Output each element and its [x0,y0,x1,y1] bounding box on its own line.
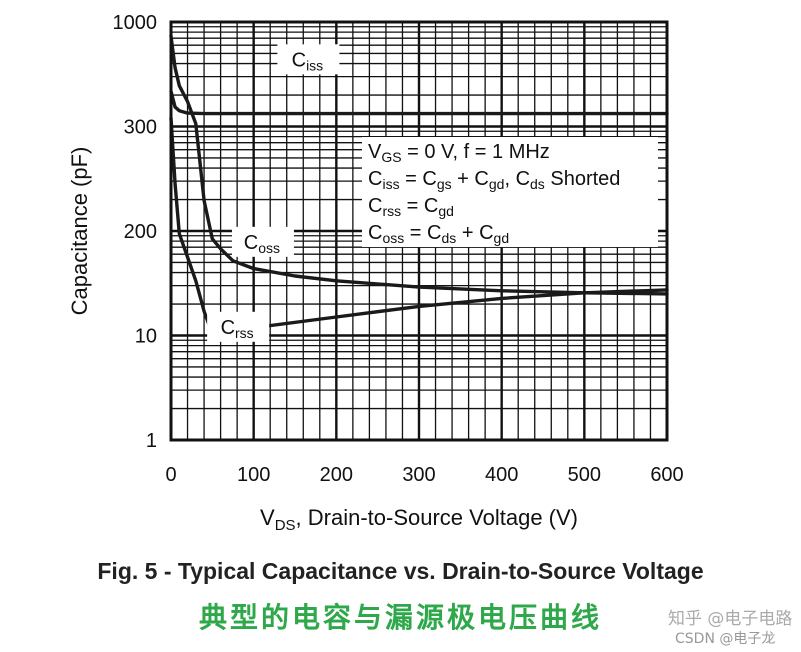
series-label-bg [207,311,270,342]
x-tick-label: 0 [165,464,176,486]
series-label-bg [277,44,340,75]
x-tick-labels: 0 100 200 300 400 500 600 [165,464,683,486]
series-label-oss: Coss [244,232,280,256]
condition-line: Crss = Cgd [368,195,454,219]
watermark-zhihu: 知乎 @电子电路 [668,609,793,629]
condition-line: Ciss = Cgs + Cgd, Cds Shorted [368,168,620,192]
series-label-iss: Ciss [292,49,324,73]
x-tick-label: 100 [237,464,270,486]
annotation-labels: VGS = 0 V, f = 1 MHz Ciss = Cgs + Cgd, Cd… [207,44,658,342]
x-tick-label: 200 [320,464,353,486]
series-label-rss: Crss [221,317,254,341]
series-label-bg [231,226,294,257]
capacitance-chart: VGS = 0 V, f = 1 MHz Ciss = Cgs + Cgd, Cd… [67,12,684,534]
y-tick-label: 1 [146,430,157,452]
y-tick-label: 200 [124,221,157,243]
y-tick-labels: 1 10 200 300 1000 [113,12,158,452]
x-tick-label: 600 [650,464,683,486]
figure-subcaption: 典型的电容与漏源极电压曲线 [198,601,602,634]
series-line-oss [169,34,669,296]
y-axis-label: Capacitance (pF) [67,147,92,316]
x-tick-label: 400 [485,464,518,486]
condition-line: VGS = 0 V, f = 1 MHz [368,141,550,165]
y-tick-label: 1000 [113,12,158,34]
conditions-box [362,137,658,247]
x-tick-label: 300 [402,464,435,486]
x-axis-label: VDS, Drain-to-Source Voltage (V) [260,505,578,534]
series-line-iss [169,89,669,116]
plot-frame [169,20,669,442]
watermark-csdn: CSDN @电子龙 [675,631,776,647]
y-tick-label: 10 [135,326,157,348]
condition-line: Coss = Cds + Cgd [368,222,509,246]
x-tick-label: 500 [568,464,601,486]
figure-caption: Fig. 5 - Typical Capacitance vs. Drain-t… [97,558,704,584]
y-tick-label: 300 [124,117,157,139]
